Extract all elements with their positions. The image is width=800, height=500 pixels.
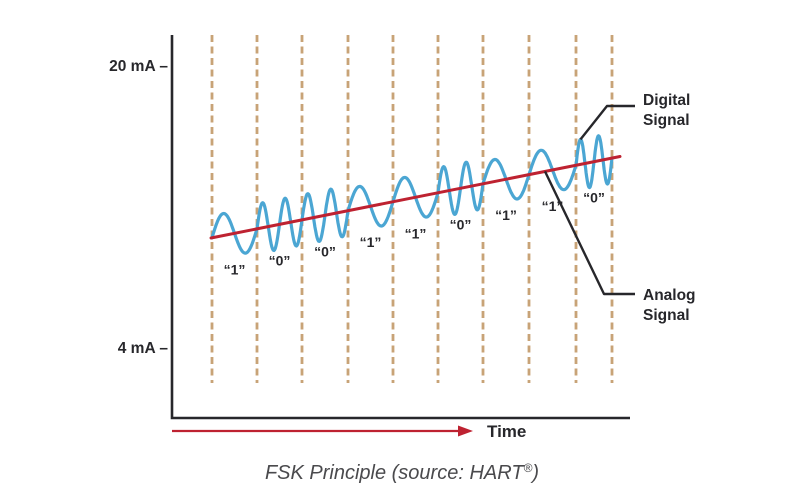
callout-lines-layer	[543, 104, 635, 296]
bit-divider-lines	[210, 35, 614, 383]
x-axis-label-time: Time	[487, 422, 526, 441]
bit-label-5: “0”	[450, 216, 472, 232]
digital-signal-label-line2: Signal	[643, 112, 690, 129]
time-arrow-layer	[172, 425, 473, 437]
bit-label-2: “0”	[314, 243, 336, 259]
axes-layer	[170, 35, 630, 420]
bit-label-8: “0”	[583, 190, 605, 206]
bit-label-3: “1”	[360, 234, 382, 250]
analog-signal-line	[209, 155, 622, 240]
xy-axes	[170, 35, 630, 420]
bit-label-4: “1”	[405, 225, 427, 241]
bit-label-1: “0”	[269, 252, 291, 268]
bit-label-0: “1”	[224, 261, 246, 277]
bit-label-6: “1”	[495, 207, 517, 223]
y-axis-label-4ma: 4 mA –	[118, 340, 169, 357]
analog-signal-line-layer	[209, 155, 622, 240]
time-arrow-head	[458, 425, 473, 437]
analog-signal-callout-line	[543, 170, 635, 296]
figure-caption: FSK Principle (source: HART®)	[265, 461, 539, 484]
bit-label-7: “1”	[542, 198, 564, 214]
y-axis-label-20ma: 20 mA –	[109, 58, 168, 75]
registered-trademark-mark: ®	[524, 461, 533, 475]
digital-signal-label-line1: Digital	[643, 92, 690, 109]
analog-signal-label-line1: Analog	[643, 287, 696, 304]
digital-signal-callout-line	[579, 104, 635, 141]
bit-labels-layer: “1” “0” “0” “1” “1” “0” “1” “1” “0”	[224, 190, 605, 278]
analog-signal-label-line2: Signal	[643, 307, 690, 324]
